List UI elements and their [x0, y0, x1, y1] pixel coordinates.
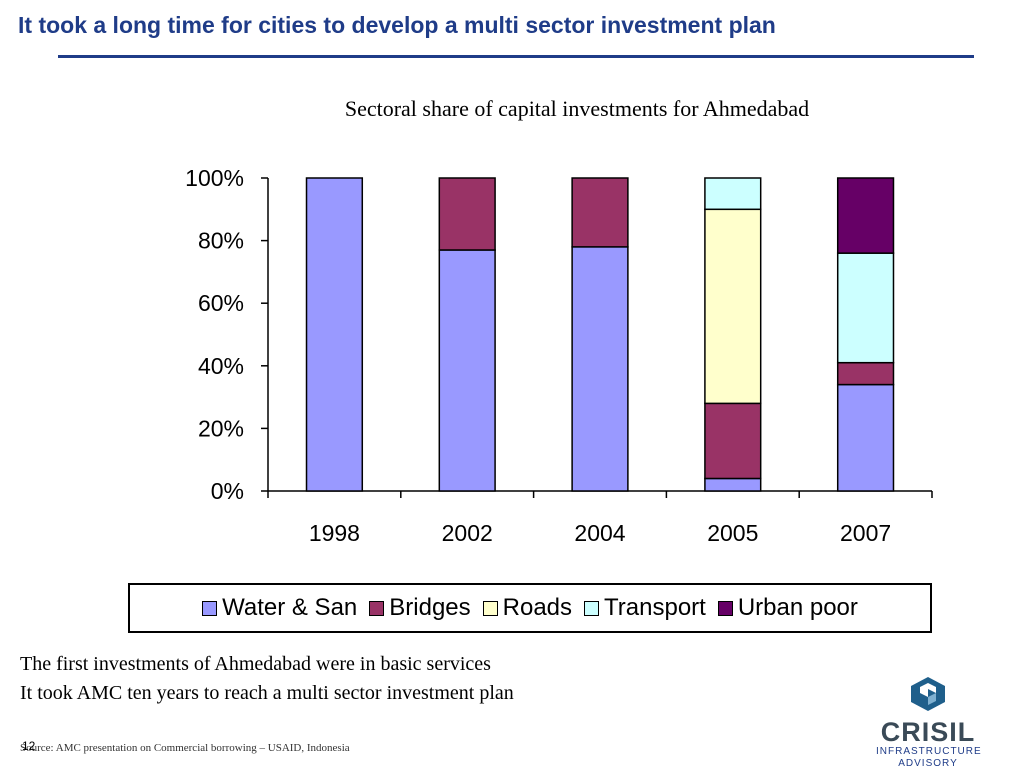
- bar-segment: [836, 383, 895, 492]
- body-line-2: It took AMC ten years to reach a multi s…: [20, 682, 514, 704]
- bar-segment: [438, 177, 496, 251]
- legend-item: Transport: [584, 594, 706, 622]
- legend-label: Water & San: [222, 594, 358, 621]
- chart-legend: Water & San Bridges Roads Transport Urban po…: [128, 583, 932, 633]
- body-text: The first investments of Ahmedabad were …: [20, 650, 514, 708]
- y-tick-label: 0%: [211, 478, 244, 504]
- y-tick-label: 100%: [185, 165, 244, 191]
- bar-segment: [836, 361, 895, 386]
- x-tick-label: 2007: [840, 520, 891, 546]
- legend-swatch: [584, 600, 600, 616]
- stacked-bar-chart: 0% 20% 40% 60% 80% 100% 1998 2002 2004 2005 2007: [185, 165, 933, 546]
- legend-item: Roads: [482, 594, 573, 622]
- y-tick-label: 20%: [198, 415, 244, 441]
- y-tick-label: 60%: [198, 290, 244, 316]
- legend-swatch: [369, 600, 385, 616]
- crisil-logo-mark-icon: [911, 677, 945, 711]
- legend-swatch: [202, 600, 218, 616]
- x-tick-label: 2004: [574, 520, 625, 546]
- logo-wordmark: CRISIL: [880, 717, 976, 747]
- legend-swatch: [482, 600, 498, 616]
- logo-subtitle-2: ADVISORY: [898, 758, 958, 769]
- y-tick-label: 80%: [198, 228, 244, 254]
- page-number: 12: [22, 739, 36, 753]
- body-line-1: The first investments of Ahmedabad were …: [20, 653, 491, 675]
- legend-label: Transport: [604, 594, 706, 621]
- title-divider: [58, 55, 974, 58]
- crisil-logo: CRISIL INFRASTRUCTURE ADVISORY: [876, 676, 982, 769]
- bar-segment: [704, 177, 762, 211]
- legend-label: Bridges: [389, 594, 471, 621]
- source-note: Source: AMC presentation on Commercial b…: [20, 742, 350, 754]
- bar-segment: [836, 177, 895, 254]
- bar-segment: [704, 208, 762, 405]
- chart-title: Sectoral share of capital investments fo…: [344, 96, 810, 121]
- legend-label: Roads: [502, 594, 573, 621]
- x-tick-label: 2005: [707, 520, 758, 546]
- legend-label: Urban poor: [737, 594, 858, 621]
- x-tick-label: 2002: [442, 520, 493, 546]
- bar-segment: [571, 177, 629, 248]
- bar-segment: [571, 246, 629, 492]
- y-tick-label: 40%: [198, 353, 244, 379]
- bar-segment: [704, 402, 762, 480]
- legend-item: Urban poor: [717, 594, 858, 622]
- slide-title: It took a long time for cities to develo…: [18, 12, 776, 38]
- bar-segment: [704, 477, 762, 492]
- legend-item: Water & San: [202, 594, 357, 622]
- x-tick-label: 1998: [309, 520, 360, 546]
- bar-segment: [305, 177, 364, 492]
- bar-segment: [438, 249, 496, 492]
- bar-segment: [836, 252, 895, 364]
- logo-subtitle-1: INFRASTRUCTURE: [876, 746, 982, 757]
- legend-swatch: [717, 600, 733, 616]
- legend-item: Bridges: [369, 594, 471, 622]
